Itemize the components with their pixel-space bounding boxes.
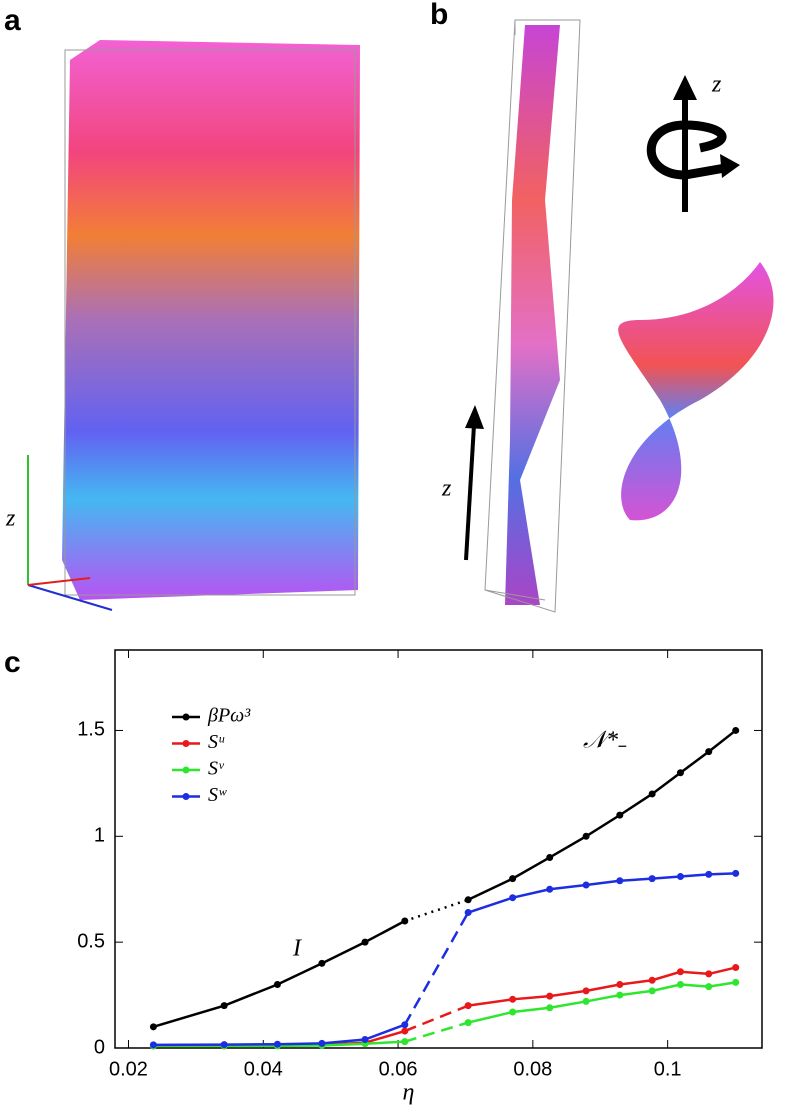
- axis-arrow: [27, 577, 91, 586]
- data-point: [648, 790, 656, 798]
- data-point: [582, 997, 590, 1005]
- data-point: [273, 980, 281, 988]
- data-point: [732, 964, 740, 972]
- arrow-head: [465, 405, 484, 429]
- data-point: [732, 869, 740, 877]
- data-point: [401, 917, 409, 925]
- legend-label: Sᵘ: [208, 731, 225, 753]
- legend-marker: [182, 793, 190, 800]
- axis-arrow: [464, 424, 476, 561]
- legend-marker: [182, 740, 190, 747]
- transition-line: [404, 1021, 469, 1043]
- annotation: I: [292, 936, 302, 962]
- series-line: [153, 1023, 406, 1047]
- legend-label: Sʷ: [208, 784, 227, 806]
- data-point: [318, 959, 326, 967]
- data-point: [361, 938, 369, 946]
- axis-label: z: [5, 506, 16, 532]
- data-point: [401, 1038, 409, 1046]
- data-point: [509, 894, 517, 902]
- data-point: [676, 769, 684, 777]
- data-point: [546, 885, 554, 893]
- rotation-label: z: [711, 72, 722, 98]
- y-tick-label: 1: [94, 825, 105, 847]
- series-line: [467, 872, 736, 914]
- data-point: [705, 870, 713, 878]
- x-tick-label: 0.02: [109, 1058, 148, 1080]
- data-point: [648, 976, 656, 984]
- data-point: [149, 1041, 157, 1049]
- data-point: [546, 992, 554, 1000]
- legend-label: βPω³: [207, 705, 251, 727]
- annotation: 𝒩*₋: [583, 728, 627, 754]
- data-point: [464, 909, 472, 917]
- data-point: [582, 987, 590, 995]
- data-point: [318, 1039, 326, 1047]
- data-point: [464, 1019, 472, 1027]
- simulation-render: [505, 25, 560, 605]
- data-point: [705, 983, 713, 991]
- data-point: [616, 991, 624, 999]
- transition-line: [403, 911, 470, 1026]
- data-point: [676, 980, 684, 988]
- data-point: [401, 1027, 409, 1035]
- data-point: [464, 896, 472, 904]
- x-axis-label: η: [403, 1080, 415, 1106]
- data-point: [361, 1036, 369, 1044]
- data-point: [648, 875, 656, 883]
- legend-marker: [182, 713, 190, 721]
- plot-frame: [114, 649, 763, 1049]
- data-point: [220, 1002, 228, 1010]
- data-point: [705, 970, 713, 978]
- arrow-head: [720, 154, 740, 178]
- data-point: [616, 811, 624, 819]
- data-point: [705, 748, 713, 756]
- data-point: [582, 832, 590, 840]
- panel-label: b: [430, 0, 448, 31]
- data-point: [546, 853, 554, 861]
- helix-render: [618, 262, 774, 521]
- data-point: [616, 980, 624, 988]
- simulation-box: [484, 19, 581, 613]
- data-point: [546, 1004, 554, 1012]
- legend-label: Sᵛ: [208, 758, 225, 780]
- series-line: [153, 919, 406, 1029]
- transition-line: [404, 898, 469, 923]
- x-tick-label: 0.1: [654, 1058, 682, 1080]
- arrow-head: [673, 75, 697, 100]
- simulation-box: [64, 49, 356, 596]
- data-point: [676, 968, 684, 976]
- data-point: [401, 1021, 409, 1029]
- data-point: [616, 877, 624, 885]
- x-tick-label: 0.04: [244, 1058, 283, 1080]
- y-tick-label: 1.5: [77, 719, 105, 741]
- simulation-render: [62, 40, 360, 600]
- data-point: [676, 873, 684, 881]
- data-point: [509, 995, 517, 1003]
- rotation-arrow: [646, 120, 727, 180]
- data-point: [509, 875, 517, 883]
- x-tick-label: 0.08: [513, 1058, 552, 1080]
- data-point: [732, 978, 740, 986]
- data-point: [149, 1023, 157, 1031]
- axis-label: z: [441, 476, 452, 502]
- axis-arrow: [27, 584, 113, 611]
- x-tick-label: 0.06: [379, 1058, 418, 1080]
- data-point: [582, 881, 590, 889]
- panel-label: a: [4, 4, 21, 37]
- data-point: [464, 1002, 472, 1010]
- transition-line: [404, 1004, 469, 1033]
- data-point: [273, 1040, 281, 1048]
- data-point: [509, 1008, 517, 1016]
- data-point: [220, 1041, 228, 1049]
- y-tick-label: 0: [94, 1036, 105, 1058]
- legend-marker: [182, 766, 190, 774]
- panel-label: c: [4, 646, 21, 679]
- y-tick-label: 0.5: [77, 930, 105, 952]
- data-point: [732, 726, 740, 734]
- data-point: [648, 987, 656, 995]
